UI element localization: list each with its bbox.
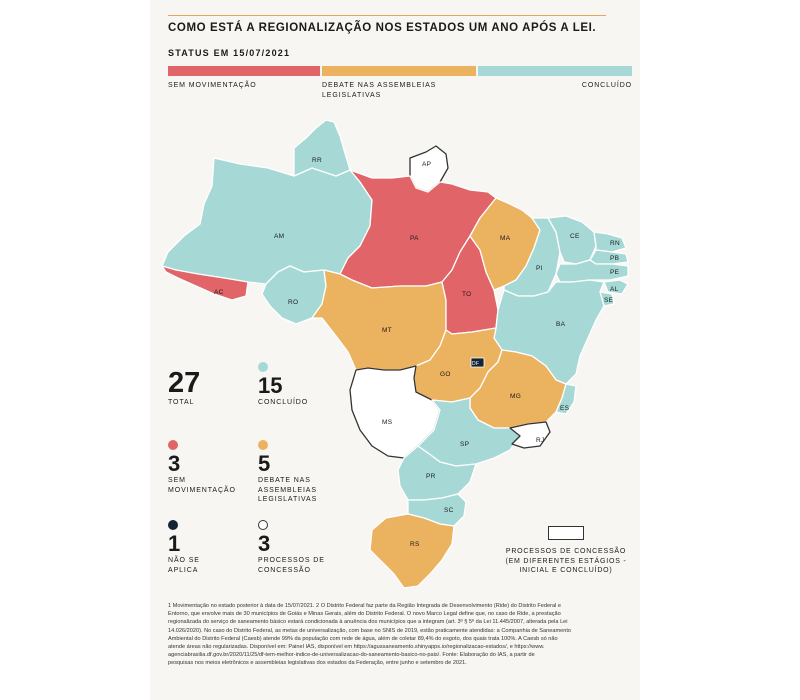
- nao-aplica-dot-icon: [168, 520, 178, 530]
- status-bar-debate: [322, 66, 476, 76]
- label-GO: GO: [440, 371, 451, 378]
- label-AM: AM: [274, 233, 284, 240]
- status-date: STATUS EM 15/07/2021: [168, 48, 291, 58]
- label-MS: MS: [382, 419, 393, 426]
- label-BA: BA: [556, 321, 566, 328]
- label-CE: CE: [570, 233, 580, 240]
- stat-concessao-value: 3: [258, 531, 271, 556]
- concluido-dot-icon: [258, 362, 268, 372]
- concessao-legend-swatch: [548, 526, 584, 540]
- state-labels: RR AP AM PA MA CE RN PB PE AL SE PI AC R…: [214, 157, 620, 548]
- label-PB: PB: [610, 255, 619, 262]
- stat-nao-aplica-value: 1: [168, 531, 181, 556]
- stat-nao-aplica: 1 NÃO SE APLICA: [168, 520, 238, 575]
- footnote-line: Entorno, que envolve mais de 30 municípi…: [168, 611, 561, 618]
- label-SE: SE: [604, 297, 614, 304]
- state-ES[interactable]: [555, 383, 577, 415]
- state-AM[interactable]: [161, 157, 373, 285]
- footnote-line: regionalizada do serviço de saneamento b…: [168, 619, 568, 626]
- status-bar-concluido: [478, 66, 632, 76]
- label-RN: RN: [610, 240, 620, 247]
- label-MT: MT: [382, 327, 392, 334]
- label-RS: RS: [410, 541, 420, 548]
- label-MA: MA: [500, 235, 511, 242]
- label-AC: AC: [214, 289, 224, 296]
- state-DF[interactable]: [470, 357, 485, 368]
- concessao-dot-icon: [258, 520, 268, 530]
- label-PA: PA: [410, 235, 419, 242]
- state-RR[interactable]: [293, 119, 351, 177]
- stat-debate-value: 5: [258, 451, 271, 476]
- state-AL[interactable]: [603, 279, 629, 295]
- label-RJ: RJ: [536, 437, 545, 444]
- footnote-line: atende áreas não regularizadas. Disponív…: [168, 644, 545, 651]
- footnote-line: pesquisas nos meios eletrônicos e assemb…: [168, 660, 467, 667]
- state-RN[interactable]: [593, 231, 627, 253]
- label-SC: SC: [444, 507, 454, 514]
- stat-concessao-label: PROCESSOS DE CONCESSÃO: [258, 557, 325, 574]
- footnote-line: 1 Movimentação no estado posterior à dat…: [168, 603, 562, 609]
- page-title: COMO ESTÁ A REGIONALIZAÇÃO NOS ESTADOS U…: [168, 22, 597, 34]
- stat-total: 27 TOTAL: [168, 366, 200, 408]
- debate-dot-icon: [258, 440, 268, 450]
- state-SP[interactable]: [417, 397, 521, 467]
- stat-debate: 5 DEBATE NAS ASSEMBLEIAS LEGISLATIVAS: [258, 440, 348, 505]
- state-RJ[interactable]: [509, 421, 551, 449]
- stat-sem-label: SEM MOVIMENTAÇÃO: [168, 477, 236, 494]
- stat-concluido-value: 15: [258, 373, 283, 398]
- top-rule: [168, 15, 606, 16]
- footnote-line: agenciabrasilia.df.gov.br/2020/11/25/df-…: [168, 652, 535, 659]
- state-RS[interactable]: [369, 513, 455, 589]
- footnote-line: 14.026/2020). No caso do Distrito Federa…: [168, 627, 571, 634]
- state-PR[interactable]: [397, 445, 477, 501]
- sem-dot-icon: [168, 440, 178, 450]
- stat-concessao: 3 PROCESSOS DE CONCESSÃO: [258, 520, 338, 575]
- state-AC[interactable]: [161, 265, 249, 301]
- label-MG: MG: [510, 393, 521, 400]
- status-bar-label-concluido: CONCLUÍDO: [581, 82, 632, 89]
- stat-total-value: 27: [168, 367, 201, 399]
- state-PB[interactable]: [589, 249, 629, 265]
- label-AP: AP: [422, 161, 431, 168]
- stat-concluido: 15 CONCLUÍDO: [258, 362, 308, 408]
- label-RO: RO: [288, 299, 298, 306]
- label-PE: PE: [610, 269, 620, 276]
- label-RR: RR: [312, 157, 322, 164]
- stat-total-label: TOTAL: [168, 399, 195, 406]
- stat-nao-aplica-label: NÃO SE APLICA: [168, 557, 200, 574]
- status-bar-label-debate: DEBATE NAS ASSEMBLEIAS LEGISLATIVAS: [322, 82, 437, 99]
- stat-sem: 3 SEM MOVIMENTAÇÃO: [168, 440, 248, 495]
- status-bar-label-sem: SEM MOVIMENTAÇÃO: [168, 82, 257, 89]
- label-PR: PR: [426, 473, 436, 480]
- label-ES: ES: [560, 405, 570, 412]
- stat-concluido-label: CONCLUÍDO: [258, 399, 309, 406]
- footnote-line: Ambiental do Distrito Federal (Caesb) at…: [168, 635, 558, 642]
- label-AL: AL: [610, 286, 619, 293]
- stat-sem-value: 3: [168, 451, 181, 476]
- label-PI: PI: [536, 265, 543, 272]
- label-DF: DF: [472, 361, 479, 367]
- status-bar-sem-movimentacao: [168, 66, 320, 76]
- footnotes: 1 Movimentação no estado posterior à dat…: [168, 602, 618, 668]
- label-TO: TO: [462, 291, 472, 298]
- stat-debate-label: DEBATE NAS ASSEMBLEIAS LEGISLATIVAS: [258, 477, 318, 503]
- concessao-legend-text: PROCESSOS DE CONCESSÃO (EM DIFERENTES ES…: [505, 548, 627, 574]
- label-SP: SP: [460, 441, 469, 448]
